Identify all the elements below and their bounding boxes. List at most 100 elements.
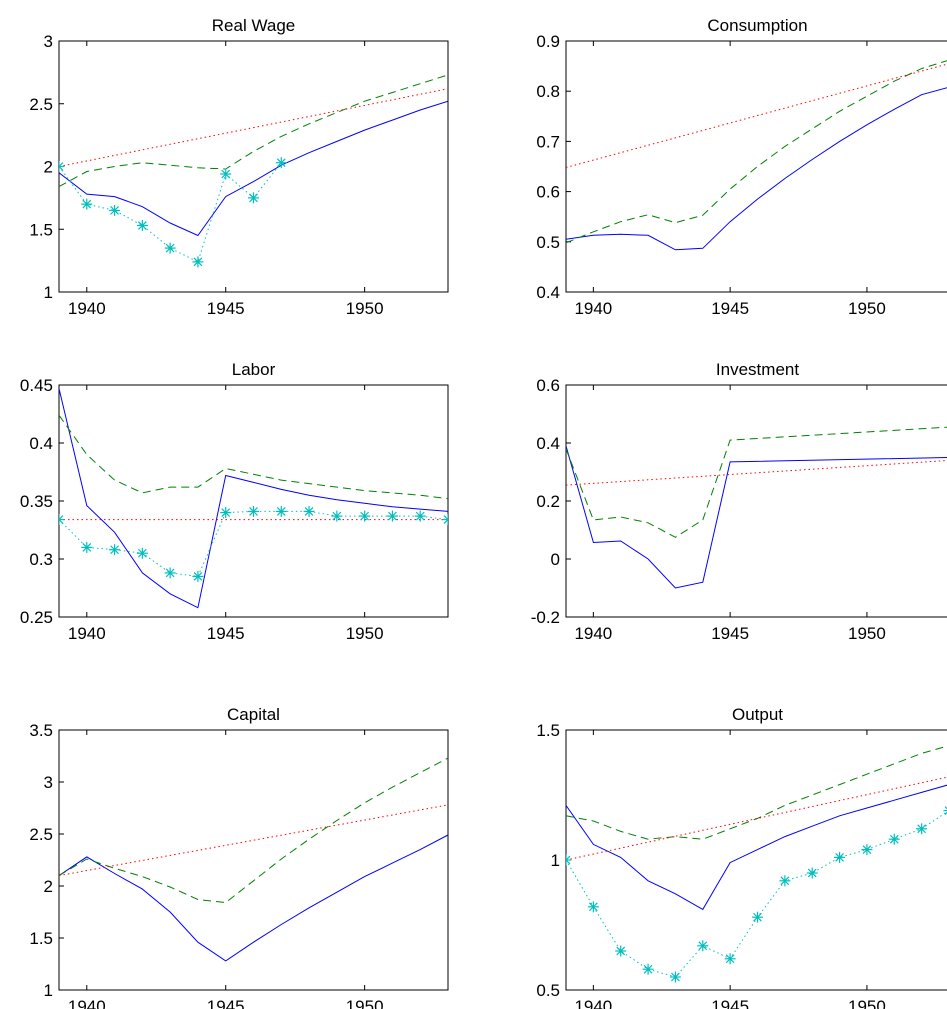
star-stroke: [221, 508, 231, 517]
series-dashed-line: [59, 74, 448, 188]
x-tick-label: 1950: [346, 299, 384, 318]
series-solid-line: [566, 87, 947, 251]
series-dotted-line: [59, 88, 448, 167]
subplot-4: Capital 1940 1945 1950 1 1.5 2 2.5 3 3.5: [29, 705, 449, 1009]
y-tick-label: 0.5: [536, 233, 560, 252]
y-tick-label: 3.5: [29, 721, 53, 740]
subplot-1: Consumption 1940 1945 1950 0.4 0.5 0.6 0.7 0.8 0.…: [536, 16, 947, 318]
star-stroke: [332, 511, 342, 521]
star-marker: [275, 505, 287, 517]
star-stroke: [165, 568, 175, 578]
series-solid-line: [566, 784, 947, 911]
star-stroke: [221, 169, 231, 179]
x-tick-label: 1940: [68, 624, 106, 643]
series-group: [566, 745, 947, 983]
y-tick-label: 0.7: [536, 132, 560, 151]
series-dotted-line: [59, 804, 448, 877]
star-marker: [109, 204, 121, 216]
x-tick-label: 1945: [711, 299, 749, 318]
star-stroke: [725, 954, 735, 964]
star-marker: [164, 242, 176, 254]
y-tick-label: 0.6: [536, 183, 560, 202]
star-marker: [136, 547, 148, 559]
series-group: [59, 388, 448, 609]
star-marker: [248, 505, 259, 517]
star-marker: [331, 510, 343, 522]
star-stroke: [862, 845, 872, 854]
star-marker: [916, 823, 928, 835]
star-stroke: [807, 868, 817, 878]
series-group: [566, 426, 947, 589]
y-tick-label: 1.5: [29, 220, 53, 239]
series-solid-line: [59, 388, 448, 609]
star-stroke: [360, 511, 370, 521]
x-tick-label: 1950: [346, 997, 384, 1009]
star-marker: [192, 256, 204, 268]
star-marker: [59, 514, 65, 526]
x-tick-label: 1940: [68, 997, 106, 1009]
y-tick-label: 0.3: [29, 550, 53, 569]
y-tick-label: 0: [551, 550, 560, 569]
series-dashed-line: [59, 414, 448, 500]
star-stroke: [643, 964, 653, 974]
series-dashed-line: [59, 757, 448, 904]
x-tick-label: 1945: [711, 624, 749, 643]
y-tick-label: 1: [44, 283, 53, 302]
chart-title: Labor: [232, 360, 276, 379]
subplot-3: Investment 1940 1945 1950 -0.2 0 0.2 0.4 0.6: [531, 360, 947, 643]
star-stroke: [249, 193, 258, 203]
star-stroke: [137, 548, 147, 558]
star-marker: [806, 867, 818, 879]
y-tick-label: 1.5: [536, 721, 560, 740]
x-tick-label: 1940: [574, 299, 612, 318]
x-tick-label: 1950: [346, 624, 384, 643]
y-tick-label: 0.2: [536, 492, 560, 511]
star-stroke: [59, 162, 64, 168]
star-marker: [220, 507, 232, 519]
x-tick-label: 1950: [848, 997, 886, 1009]
y-tick-label: 2: [44, 877, 53, 896]
y-tick-label: 2: [44, 158, 53, 177]
x-tick-label: 1945: [207, 997, 245, 1009]
y-tick-label: 0.5: [536, 981, 560, 1000]
star-stroke: [193, 572, 203, 581]
star-stroke: [304, 507, 314, 516]
star-marker: [697, 940, 709, 952]
series-group: [59, 74, 448, 268]
star-stroke: [835, 853, 844, 862]
chart-title: Consumption: [707, 16, 807, 35]
x-tick-label: 1945: [207, 299, 245, 318]
star-marker: [566, 854, 572, 866]
series-dashed-line: [566, 745, 947, 840]
series-group: [59, 757, 448, 962]
y-tick-label: 0.4: [536, 434, 560, 453]
chart-title: Capital: [227, 705, 280, 724]
subplot-0: Real Wage 1940 1945 1950 1 1.5 2 2.5 3: [29, 16, 449, 318]
star-stroke: [753, 912, 762, 922]
star-stroke: [944, 811, 947, 815]
axes-frame: [58, 384, 449, 618]
star-marker: [834, 851, 846, 863]
star-stroke: [82, 543, 92, 552]
series-solid-line: [59, 100, 448, 237]
star-marker: [220, 168, 232, 180]
star-marker: [81, 198, 93, 210]
x-tick-label: 1945: [207, 624, 245, 643]
x-tick-label: 1940: [574, 997, 612, 1009]
chart-title: Output: [732, 705, 783, 724]
y-tick-label: 0.4: [29, 434, 53, 453]
star-stroke: [59, 165, 64, 171]
star-stroke: [443, 518, 448, 524]
star-stroke: [59, 518, 64, 524]
star-stroke: [698, 941, 708, 951]
star-marker: [192, 570, 204, 582]
y-tick-label: 0.4: [536, 283, 560, 302]
star-marker: [59, 161, 65, 172]
x-tick-label: 1940: [574, 624, 612, 643]
star-stroke: [415, 511, 425, 521]
star-marker: [109, 544, 121, 556]
y-tick-label: 3: [44, 32, 53, 51]
series-dotted-line: [566, 776, 947, 861]
star-marker: [724, 953, 736, 965]
star-marker: [414, 510, 426, 522]
